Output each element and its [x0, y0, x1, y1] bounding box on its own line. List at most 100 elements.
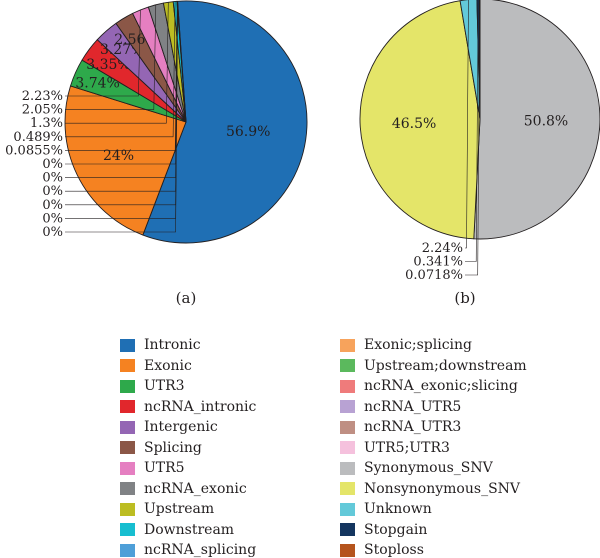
legend-label: Exonic	[144, 357, 192, 374]
legend-swatch	[340, 461, 355, 475]
slice-label-ncrna-splicing: 0.0855%	[5, 143, 63, 158]
legend-swatch	[120, 482, 135, 495]
legend-swatch	[120, 379, 135, 393]
legend-label: Stoploss	[364, 542, 424, 558]
slice-label-synonymous-snv: 50.8%	[524, 114, 568, 130]
leader-line-unknown	[465, 0, 469, 249]
panel-label-b: (b)	[454, 289, 475, 307]
legend-swatch	[120, 441, 135, 454]
slice-label-stoploss: 0.0718%	[405, 268, 463, 283]
legend-label: UTR3	[144, 378, 185, 394]
legend-label: Exonic;splicing	[364, 337, 472, 353]
legend-item-utr5-utr3: UTR5;UTR3	[340, 440, 450, 456]
leader-line-upstream	[65, 2, 169, 124]
legend-item-upstream-downstream: Upstream;downstream	[340, 358, 527, 374]
legend-swatch	[340, 523, 355, 536]
legend-swatch	[340, 420, 355, 434]
slice-label-utr3: 3.74%	[75, 76, 119, 92]
slice-label-intronic: 56.9%	[226, 124, 270, 140]
legend-item-intronic: Intronic	[120, 337, 201, 353]
legend-label: Intronic	[144, 337, 201, 353]
leader-line-downstream	[65, 1, 176, 138]
legend-label: ncRNA_exonic;slicing	[364, 378, 518, 394]
legend-item-ncrna-splicing: ncRNA_splicing	[120, 542, 256, 558]
slice-label-exonic-splicing: 0%	[42, 157, 63, 172]
legend-label: Splicing	[144, 439, 202, 456]
legend-item-unknown: Unknown	[340, 501, 432, 517]
legend-label: Intergenic	[144, 419, 218, 435]
slice-label-exonic: 24%	[103, 148, 134, 164]
legend-label: Stopgain	[364, 521, 428, 538]
legend-swatch	[120, 461, 135, 475]
legend-label: Nonsynonymous_SNV	[364, 480, 521, 497]
legend-label: Upstream	[144, 501, 215, 517]
legend-item-ncrna-exonic-slicing: ncRNA_exonic;slicing	[340, 378, 518, 394]
legend-label: UTR5	[144, 460, 185, 476]
legend-label: ncRNA_splicing	[144, 542, 257, 558]
pie-chart-b: 50.8% 46.5% 2.24%0.341%0.0718%	[359, 0, 600, 283]
legend-label: UTR5;UTR3	[364, 439, 450, 456]
legend-label: ncRNA_UTR5	[364, 398, 462, 415]
legend-item-utr3: UTR3	[120, 378, 185, 394]
legend-item-stoploss: Stoploss	[340, 542, 424, 558]
legend-swatch	[120, 543, 135, 557]
leader-line-utr5	[65, 9, 141, 97]
legend-swatch	[340, 502, 355, 516]
legend-label: Unknown	[364, 501, 432, 517]
legend-swatch	[340, 338, 355, 352]
legend-item-upstream: Upstream	[120, 501, 214, 517]
slice-label-nonsynonymous-snv: 46.5%	[392, 116, 436, 132]
legend-item-stopgain: Stopgain	[340, 522, 427, 538]
legend-swatch	[120, 400, 135, 413]
pie-slice-unknown	[459, 0, 481, 120]
leader-line-ncrna-splicing	[65, 1, 178, 151]
legend-swatch	[120, 359, 135, 372]
slice-label-stopgain: 0.341%	[413, 255, 463, 270]
legend-item-ncrna-utr5: ncRNA_UTR5	[340, 399, 461, 415]
legend-label: ncRNA_intronic	[144, 398, 257, 415]
pie-chart-a: 56.9%24%3.74%3.35%3.27%2.56%2.23%2.05%1.…	[5, 0, 308, 244]
legend-label: Upstream;downstream	[364, 357, 527, 374]
panel-label-a: (a)	[176, 289, 197, 307]
legend-item-ncrna-intronic: ncRNA_intronic	[120, 399, 256, 415]
slice-label-upstream: 1.3%	[30, 116, 63, 131]
legend-item-nonsynonymous-snv: Nonsynonymous_SNV	[340, 481, 520, 497]
slice-label-utr5: 2.23%	[22, 89, 63, 104]
legend-swatch	[340, 400, 355, 413]
legend-label: ncRNA_exonic	[144, 480, 247, 497]
legend-swatch	[340, 379, 355, 393]
legend-swatch	[340, 441, 355, 454]
slice-label-downstream: 0.489%	[13, 130, 63, 145]
legend-label: Downstream	[144, 521, 235, 538]
legend-swatch	[120, 502, 135, 516]
legend-item-utr5: UTR5	[120, 460, 185, 476]
legend-swatch	[340, 359, 355, 372]
leader-line-utr5-utr3	[65, 1, 178, 233]
slice-label-ncrna-utr5: 0%	[42, 198, 63, 213]
legend-item-ncrna-exonic: ncRNA_exonic	[120, 481, 247, 497]
legend-label: Synonymous_SNV	[364, 460, 493, 476]
legend-item-intergenic: Intergenic	[120, 419, 218, 435]
legend-item-splicing: Splicing	[120, 440, 202, 456]
legend-swatch	[120, 420, 135, 434]
legend-label: ncRNA_UTR3	[364, 419, 462, 435]
legend-item-exonic-splicing: Exonic;splicing	[340, 337, 472, 353]
legend-item-exonic: Exonic	[120, 358, 192, 374]
slice-label-ncrna-exonic-slicing: 0%	[42, 184, 63, 199]
slice-label-ncrna-utr3: 0%	[42, 211, 63, 226]
legend-swatch	[120, 523, 135, 536]
slice-label-utr5-utr3: 0%	[42, 225, 63, 240]
pie-slice-nonsynonymous-snv	[359, 0, 481, 240]
legend-item-ncrna-utr3: ncRNA_UTR3	[340, 419, 461, 435]
pie-slice-intronic	[142, 0, 308, 244]
slice-label-unknown: 2.24%	[422, 241, 463, 256]
legend-swatch	[340, 543, 355, 557]
leader-line-ncrna-exonic	[65, 4, 157, 110]
leader-line-stoploss	[465, 0, 480, 276]
slice-label-ncrna-exonic: 2.05%	[22, 103, 63, 118]
legend-item-downstream: Downstream	[120, 522, 234, 538]
slice-label-upstream-downstream: 0%	[42, 171, 63, 186]
leader-line-stopgain	[465, 0, 479, 262]
